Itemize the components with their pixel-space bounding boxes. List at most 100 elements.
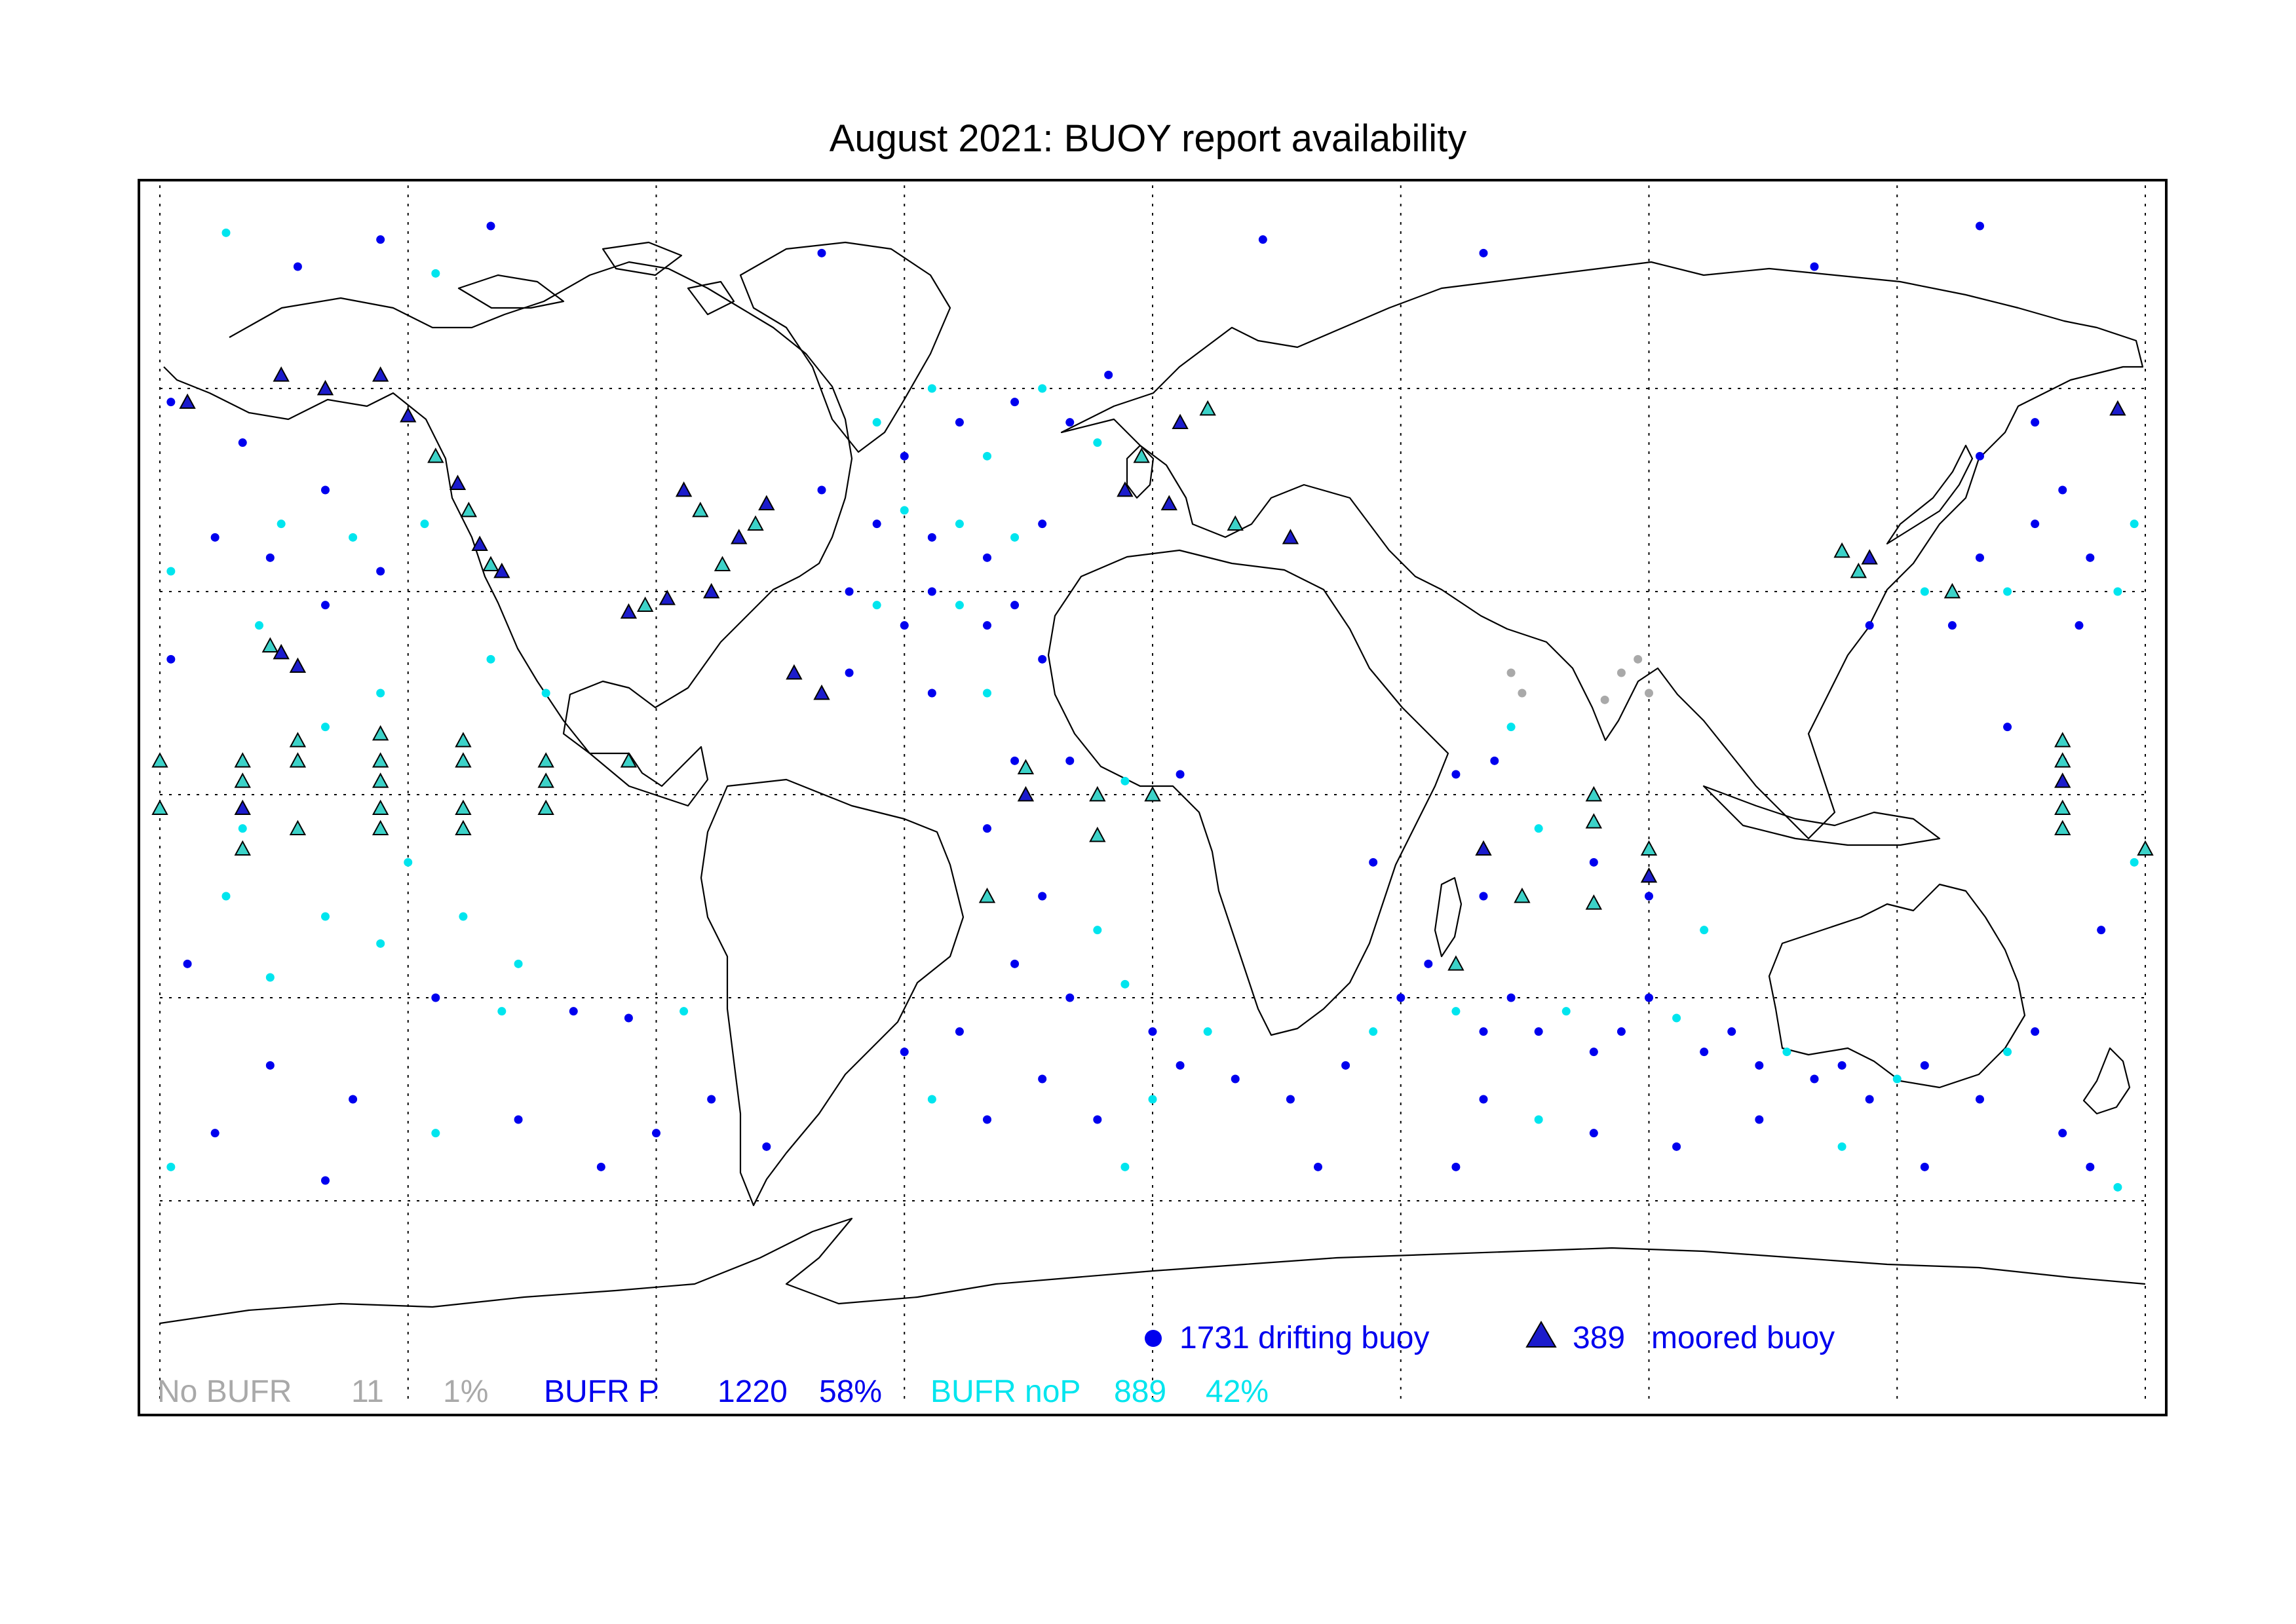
moored-buoy-marker [714,556,731,572]
drifting-buoy-marker [983,553,991,562]
buoy-markers [151,221,2154,1192]
drifting-buoy-marker [1451,1162,1461,1171]
drifting-buoy-marker [1589,858,1598,867]
drifting-buoy-marker [983,689,991,698]
drifting-buoy-marker [1010,533,1020,542]
drifting-buoy-marker [1617,668,1626,677]
drifting-buoy-marker [349,533,358,542]
drifting-buoy-marker [1947,621,1957,630]
drifting-buoy-marker [1600,695,1609,704]
moored-buoy-marker [2054,772,2071,788]
drifting-buoy-marker [955,519,964,529]
drifting-buoy-marker [349,1095,358,1104]
drifting-buoy-marker [1038,892,1047,901]
drifting-buoy-marker [624,1013,633,1023]
drifting-buoy-marker [431,269,440,278]
moored-buoy-marker [471,535,488,552]
drifting-buoy-marker [1645,892,1653,901]
moored-buoy-marker [372,820,389,836]
moored-buoy-marker [179,393,196,409]
drifting-buoy-marker [1341,1061,1350,1070]
drifting-buoy-marker [1093,1115,1102,1124]
drifting-buoy-marker [1203,1027,1212,1036]
drifting-buoy-marker [166,398,176,407]
drifting-buoy-marker [2075,621,2084,630]
moored-buoy-marker [1585,813,1603,829]
moored-buoy-marker [636,596,654,613]
drifting-buoy-marker [983,451,991,461]
drifting-buoy-marker [900,1048,909,1057]
moored-buoy-marker [151,799,168,816]
drifting-buoy-marker [1634,654,1643,664]
bufr-nop-count: 889 [1114,1374,1166,1409]
drifting-buoy-marker [486,654,495,664]
moored-buoy-marker [1585,785,1603,802]
drifting-buoy-marker [166,654,176,664]
drifting-buoy-marker [376,567,385,576]
drifting-buoy-marker [221,228,231,237]
drifting-buoy-marker [1038,519,1047,529]
moored-buoy-marker [482,556,499,572]
drifting-buoy-marker [1976,451,1984,461]
drifting-buoy-marker [210,1129,220,1138]
drifting-buoy-marker [1120,1162,1130,1171]
drifting-buoy-marker [1865,621,1874,630]
moored-buoy-marker [455,799,472,816]
moored-buoy-marker [1282,529,1299,544]
moored-buoy-marker [731,529,748,544]
moored-buoy-marker [813,684,830,700]
drifting-buoy-marker [1837,1061,1846,1070]
moored-buoy-marker [1199,400,1216,416]
drifting-buoy-marker [900,621,909,630]
moored-buoy-marker [372,725,389,741]
drifting-legend-label: drifting buoy [1258,1321,1430,1355]
drifting-buoy-marker [1645,689,1653,698]
drifting-buoy-marker [1645,993,1653,1002]
uk-isles [1126,444,1155,499]
drifting-buoy-marker [221,892,231,901]
drifting-buoy-marker [1892,1074,1902,1084]
drifting-buoy-marker [1010,756,1020,765]
drifting-buoy-marker [255,621,263,630]
moored-buoy-marker [537,752,554,768]
drifting-buoy-marker [514,959,523,968]
drifting-buoy-marker [1479,1027,1488,1036]
moored-buoy-marker [1017,785,1035,802]
drifting-buoy-marker [1038,1074,1047,1084]
drifting-buoy-marker [927,689,936,698]
drifting-buoy-marker [431,1129,440,1138]
indonesia [1702,785,1941,846]
moored-buoy-marker [1017,759,1035,775]
moored-buoy-marker [1514,887,1531,903]
drifting-buoy-marker [1369,1027,1378,1036]
drifting-buoy-marker [321,601,330,610]
moored-buoy-marker [978,887,996,903]
moored-buoy-marker [289,820,307,836]
moored-buoy-marker [427,447,444,463]
drifting-buoy-marker [1976,221,1984,231]
drifting-buoy-marker [872,418,881,427]
drifting-buoy-marker [1534,824,1543,833]
drifting-buoy-marker [927,1095,936,1104]
drifting-buoy-marker [1010,601,1020,610]
moored-buoy-marker [372,799,389,816]
drifting-buoy-marker [2058,1129,2067,1138]
drifting-buoy-marker [1782,1048,1791,1057]
drifting-buoy-marker [845,668,854,677]
moored-legend-count: 389 [1573,1321,1625,1355]
drifting-legend-count: 1731 [1179,1321,1250,1355]
moored-buoy-marker [1133,447,1150,463]
moored-buoy-marker [400,407,417,423]
drifting-buoy-marker [1038,654,1047,664]
drifting-buoy-marker [1561,1007,1571,1016]
drifting-buoy-marker [2097,926,2106,935]
moored-buoy-marker [289,752,307,768]
moored-buoy-marker [1943,582,1961,599]
drifting-buoy-marker [1176,1061,1185,1070]
moored-buoy-marker [747,515,764,531]
moored-buoy-marker [234,752,251,768]
moored-buoy-marker [1861,549,1878,565]
drifting-buoy-marker [1727,1027,1736,1036]
moored-buoy-marker [372,366,389,382]
drifting-buoy-marker [183,959,192,968]
